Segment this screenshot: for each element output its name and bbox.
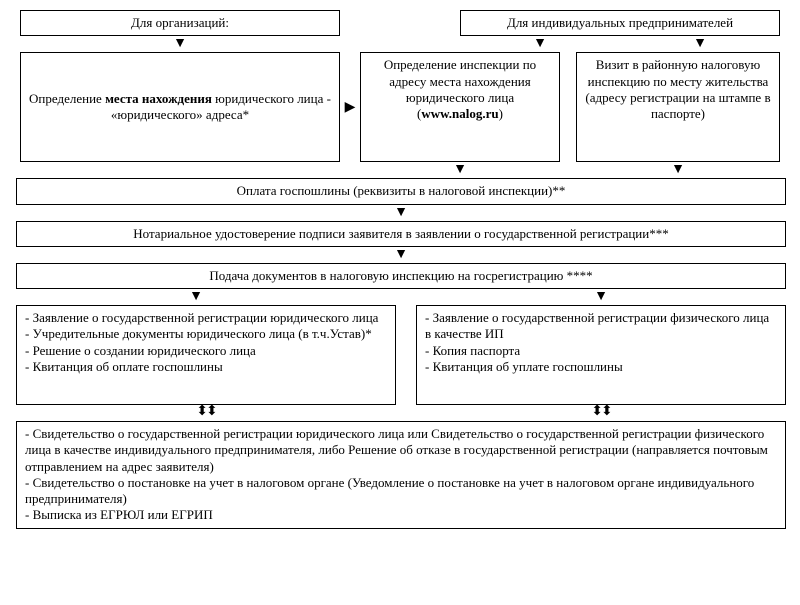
list-item: - Выписка из ЕГРЮЛ или ЕГРИП bbox=[25, 507, 777, 523]
arrow-down: ▼ bbox=[360, 162, 560, 178]
docs-row: - Заявление о государственной регистраци… bbox=[10, 305, 790, 405]
fee-step: Оплата госпошлины (реквизиты в налоговой… bbox=[16, 178, 786, 204]
text-bold: www.nalog.ru bbox=[421, 106, 498, 121]
notary-step: Нотариальное удостоверение подписи заяви… bbox=[16, 221, 786, 247]
arrow-down: ▼ bbox=[16, 247, 786, 263]
submit-step: Подача документов в налоговую инспекцию … bbox=[16, 263, 786, 289]
docs-org-box: - Заявление о государственной регистраци… bbox=[16, 305, 396, 405]
double-arrow: ⬍⬍ bbox=[16, 405, 396, 421]
list-item: - Заявление о государственной регистраци… bbox=[425, 310, 777, 343]
list-item: - Учредительные документы юридического л… bbox=[25, 326, 387, 342]
list-item: - Свидетельство о постановке на учет в н… bbox=[25, 475, 777, 508]
define-inspection-box: Определение инспекции по адресу места на… bbox=[360, 52, 560, 162]
list-item: - Решение о создании юридического лица bbox=[25, 343, 387, 359]
arrow-row-1: ▼ ▼ ▼ bbox=[10, 36, 790, 52]
arrow-right: ▶ bbox=[340, 99, 360, 116]
list-item: - Свидетельство о государственной регист… bbox=[25, 426, 777, 475]
arrow-down: ▼ bbox=[460, 36, 620, 52]
arrow-down: ▼ bbox=[20, 36, 340, 52]
arrow-row-3: ▼ ▼ bbox=[10, 289, 790, 305]
dbl-arrow-row: ⬍⬍ ⬍⬍ bbox=[10, 405, 790, 421]
arrow-down: ▼ bbox=[16, 205, 786, 221]
text-bold: места нахождения bbox=[105, 91, 212, 106]
header-row: Для организаций: Для индивидуальных пред… bbox=[10, 10, 790, 36]
list-item: - Заявление о государственной регистраци… bbox=[25, 310, 387, 326]
header-ip: Для индивидуальных предпринимателей bbox=[460, 10, 780, 36]
visit-inspection-box: Визит в районную налоговую инспекцию по … bbox=[576, 52, 780, 162]
org-location-box: Определение места нахождения юридическог… bbox=[20, 52, 340, 162]
text: ) bbox=[499, 106, 503, 121]
list-item: - Квитанция об оплате госпошлины bbox=[25, 359, 387, 375]
arrow-down: ▼ bbox=[576, 162, 780, 178]
row-2: Определение места нахождения юридическог… bbox=[10, 52, 790, 162]
list-item: - Копия паспорта bbox=[425, 343, 777, 359]
header-org: Для организаций: bbox=[20, 10, 340, 36]
result-box: - Свидетельство о государственной регист… bbox=[16, 421, 786, 529]
arrow-down: ▼ bbox=[16, 289, 376, 305]
arrow-down: ▼ bbox=[416, 289, 786, 305]
double-arrow: ⬍⬍ bbox=[416, 405, 786, 421]
arrow-row-2: ▼ ▼ bbox=[10, 162, 790, 178]
list-item: - Квитанция об уплате госпошлины bbox=[425, 359, 777, 375]
docs-ip-box: - Заявление о государственной регистраци… bbox=[416, 305, 786, 405]
text: Определение bbox=[29, 91, 105, 106]
arrow-down: ▼ bbox=[620, 36, 780, 52]
